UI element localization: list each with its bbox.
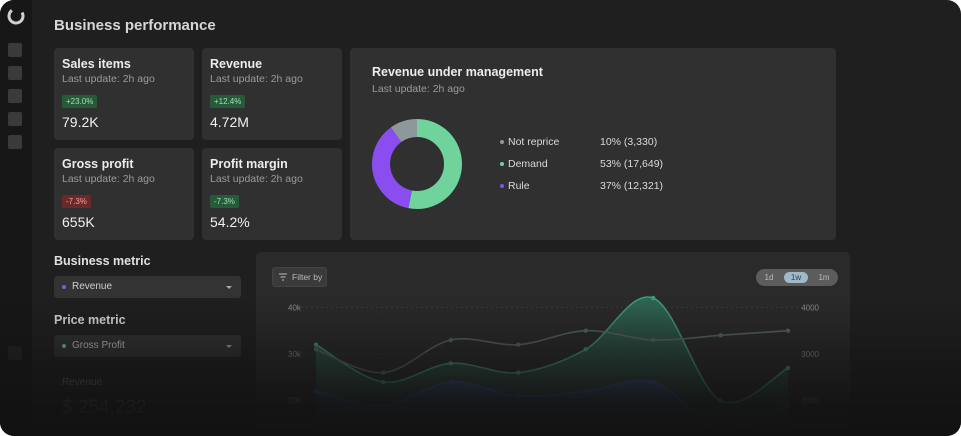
metric-color-dot: [62, 285, 66, 289]
kpi-title: Sales items: [62, 57, 131, 71]
trend-chart-panel: Filter by 1d 1w 1m 40k 4000 30k 3000 20k 2000: [256, 252, 850, 436]
data-point[interactable]: [448, 337, 454, 343]
data-point[interactable]: [448, 361, 454, 366]
business-metric-select[interactable]: Revenue: [54, 276, 241, 298]
legend-label: Rule: [508, 180, 530, 192]
kpi-updated: Last update: 2h ago: [210, 73, 303, 85]
data-point[interactable]: [718, 398, 723, 403]
business-metric-value: Revenue: [72, 281, 113, 292]
page-title: Business performance: [54, 17, 216, 34]
kpi-value: 79.2K: [62, 114, 99, 130]
nav-item-3-icon[interactable]: [8, 89, 22, 103]
metric-color-dot: [62, 344, 66, 348]
price-metric-select[interactable]: Gross Profit: [54, 335, 241, 357]
data-point[interactable]: [785, 328, 791, 333]
nav-item-2-icon[interactable]: [8, 66, 22, 80]
price-metric-value: Gross Profit: [72, 340, 125, 351]
kpi-change-badge: -7.3%: [62, 195, 91, 208]
revenue-under-management-card: Revenue under management Last update: 2h…: [350, 48, 836, 240]
kpi-title: Gross profit: [62, 157, 134, 171]
data-point[interactable]: [381, 379, 386, 385]
trend-line-chart[interactable]: 40k 4000 30k 3000 20k 2000: [256, 252, 850, 436]
revenue-donut-chart[interactable]: [370, 117, 464, 211]
kpi-value: 655K: [62, 214, 95, 230]
nav-item-1-icon[interactable]: [8, 43, 22, 57]
data-point[interactable]: [785, 365, 791, 371]
y2-tick-label: 2000: [801, 397, 819, 406]
logo-icon[interactable]: [5, 5, 27, 27]
kpi-value: 54.2%: [210, 214, 250, 230]
legend-label: Demand: [508, 158, 548, 170]
y-tick-label: 20k: [288, 397, 302, 406]
data-point[interactable]: [650, 337, 656, 343]
legend-value: 53% (17,649): [600, 158, 664, 170]
price-metric-label: Price metric: [54, 313, 126, 327]
data-point[interactable]: [516, 342, 521, 347]
data-point[interactable]: [516, 370, 521, 375]
kpi-updated: Last update: 2h ago: [210, 173, 303, 185]
data-point[interactable]: [650, 295, 656, 301]
nav-item-6-icon[interactable]: [8, 346, 22, 360]
legend-dot: [500, 140, 504, 144]
data-point[interactable]: [313, 342, 319, 347]
data-point[interactable]: [583, 347, 588, 352]
y2-tick-label: 3000: [801, 350, 819, 359]
nav-item-4-icon[interactable]: [8, 112, 22, 126]
kpi-change-badge: +23.0%: [62, 95, 98, 108]
legend-dot: [500, 162, 504, 166]
nav-item-5-icon[interactable]: [8, 135, 22, 149]
kpi-card-gross-profit[interactable]: Gross profit Last update: 2h ago -7.3% 6…: [54, 148, 194, 240]
legend-label: Not reprice: [508, 136, 560, 148]
kpi-change-badge: -7.3%: [210, 195, 239, 208]
y2-tick-label: 4000: [801, 303, 819, 312]
data-point[interactable]: [718, 333, 723, 338]
y-tick-label: 40k: [288, 303, 302, 312]
selected-metric-label: Revenue: [62, 377, 103, 388]
data-point[interactable]: [313, 347, 319, 352]
selected-metric-value: $ 254,232: [62, 397, 147, 418]
kpi-updated: Last update: 2h ago: [62, 73, 155, 85]
sidebar: [0, 0, 32, 436]
business-metric-label: Business metric: [54, 254, 151, 268]
y-tick-label: 30k: [288, 350, 302, 359]
legend-value: 37% (12,321): [600, 180, 664, 192]
legend-dot: [500, 184, 504, 188]
kpi-title: Revenue: [210, 57, 263, 71]
chevron-down-icon: [226, 345, 232, 348]
data-point[interactable]: [381, 370, 386, 375]
kpi-updated: Last update: 2h ago: [62, 173, 155, 185]
series-area-0: [316, 296, 788, 436]
kpi-card-revenue[interactable]: Revenue Last update: 2h ago +12.4% 4.72M: [202, 48, 342, 140]
data-point[interactable]: [583, 328, 588, 333]
kpi-change-badge: +12.4%: [210, 95, 246, 108]
kpi-value: 4.72M: [210, 114, 249, 130]
rum-updated: Last update: 2h ago: [372, 83, 465, 95]
legend-value: 10% (3,330): [600, 136, 658, 148]
kpi-card-sales-items[interactable]: Sales items Last update: 2h ago +23.0% 7…: [54, 48, 194, 140]
kpi-title: Profit margin: [210, 157, 288, 171]
kpi-card-profit-margin[interactable]: Profit margin Last update: 2h ago -7.3% …: [202, 148, 342, 240]
chevron-down-icon: [226, 286, 232, 289]
rum-title: Revenue under management: [372, 65, 543, 79]
